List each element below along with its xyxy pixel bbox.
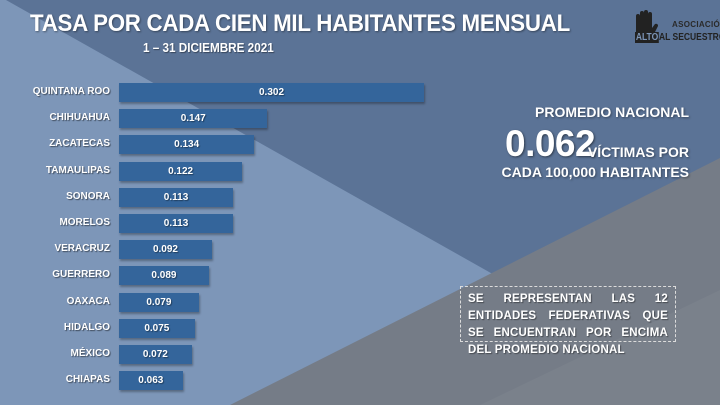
promedio-value: 0.062 [505, 123, 596, 164]
bar [119, 187, 234, 207]
bar [119, 292, 199, 312]
bar [119, 135, 255, 155]
category-label: ZACATECAS [49, 138, 110, 150]
category-label: SONORA [66, 190, 110, 202]
value-label: 0.092 [152, 244, 178, 256]
chart-row: MÉXICO 0.072 [0, 345, 440, 365]
value-label: 0.089 [151, 270, 177, 282]
value-label: 0.079 [146, 296, 172, 308]
bar [119, 345, 192, 364]
bar [119, 109, 268, 129]
bar [119, 161, 243, 181]
value-label: 0.113 [163, 218, 189, 229]
category-label: QUINTANA ROO [32, 86, 110, 97]
page-title: TASA POR CADA CIEN MIL HABITANTES MENSUA… [30, 10, 570, 37]
bar [119, 318, 195, 338]
promedio-label: PROMEDIO NACIONAL [535, 104, 689, 120]
logo-alto-text: ALTO [635, 32, 660, 43]
bar [119, 83, 424, 102]
promedio-unit-line1: VÍCTIMAS POR [587, 144, 689, 160]
category-label: VERACRUZ [54, 243, 110, 255]
category-label: MORELOS [59, 217, 110, 228]
bar [119, 240, 212, 260]
chart-row: ZACATECAS 0.134 [0, 135, 440, 155]
bar [119, 214, 234, 233]
chart-row: CHIHUAHUA 0.147 [0, 109, 440, 129]
logo-name-text: AL SECUESTRO [659, 32, 720, 43]
chart-row: QUINTANA ROO 0.302 [0, 83, 440, 103]
category-label: GUERRERO [52, 269, 110, 281]
value-label: 0.063 [138, 375, 164, 387]
bar [119, 371, 183, 391]
chart-row: VERACRUZ 0.092 [0, 240, 440, 260]
category-label: CHIAPAS [65, 374, 110, 386]
category-label: OAXACA [66, 295, 110, 307]
chart-row: CHIAPAS 0.063 [0, 371, 440, 391]
category-label: TAMAULIPAS [45, 164, 110, 176]
promedio-unit-line2: CADA 100,000 HABITANTES [501, 164, 690, 180]
chart-row: SONORA 0.113 [0, 187, 440, 208]
chart-row: HIDALGO 0.075 [0, 318, 440, 339]
value-label: 0.134 [174, 139, 200, 151]
alto-al-secuestro-logo: ASOCIACIÓN ALTO AL SECUESTRO [632, 8, 720, 48]
value-label: 0.122 [168, 165, 194, 177]
category-label: HIDALGO [63, 321, 110, 333]
chart-row: TAMAULIPAS 0.122 [0, 161, 440, 182]
value-label: 0.075 [144, 322, 170, 334]
value-label: 0.113 [163, 191, 189, 203]
chart-row: MORELOS 0.113 [0, 214, 440, 234]
value-label: 0.302 [258, 87, 285, 98]
category-label: CHIHUAHUA [49, 112, 110, 124]
logo-small-text: ASOCIACIÓN [672, 20, 720, 29]
chart-row: GUERRERO 0.089 [0, 266, 440, 286]
note-box: SE REPRESENTAN LAS 12 ENTIDADES FEDERATI… [460, 286, 676, 356]
chart-row: OAXACA 0.079 [0, 292, 440, 313]
bar [119, 266, 209, 286]
date-range: 1 – 31 DICIEMBRE 2021 [143, 40, 274, 55]
category-label: MÉXICO [70, 348, 110, 359]
value-label: 0.147 [180, 113, 206, 125]
value-label: 0.072 [142, 349, 168, 360]
